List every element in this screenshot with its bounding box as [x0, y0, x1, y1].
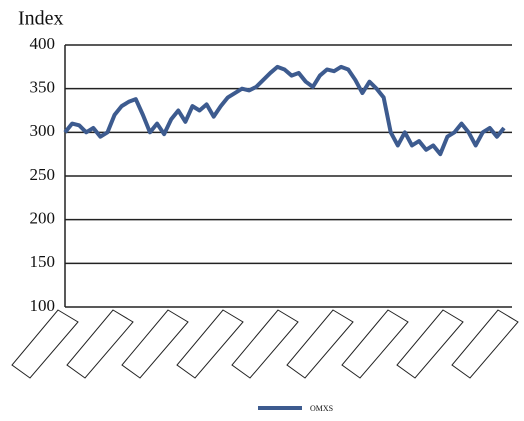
- x-tick-box: [341, 309, 409, 379]
- y-tick-label: 300: [30, 121, 56, 140]
- x-tick-box: [231, 309, 299, 379]
- y-tick-label: 250: [30, 165, 56, 184]
- x-tick-box: [11, 309, 79, 379]
- x-tick-box: [396, 309, 464, 379]
- x-tick-box: [286, 309, 354, 379]
- y-tick-label: 400: [30, 34, 56, 53]
- line: [63, 64, 506, 157]
- y-axis-title: Index: [18, 8, 64, 30]
- x-tick-box: [176, 309, 244, 379]
- x-tick-boxes: [11, 309, 519, 379]
- x-tick-box: [121, 309, 189, 379]
- y-tick-label: 350: [30, 78, 56, 97]
- x-tick-box: [451, 309, 519, 379]
- y-tick-label: 100: [30, 296, 56, 315]
- x-tick-box: [66, 309, 134, 379]
- y-tick-label: 200: [30, 209, 56, 228]
- y-tick-label: 150: [30, 252, 56, 271]
- legend-label: OMXS: [310, 404, 333, 413]
